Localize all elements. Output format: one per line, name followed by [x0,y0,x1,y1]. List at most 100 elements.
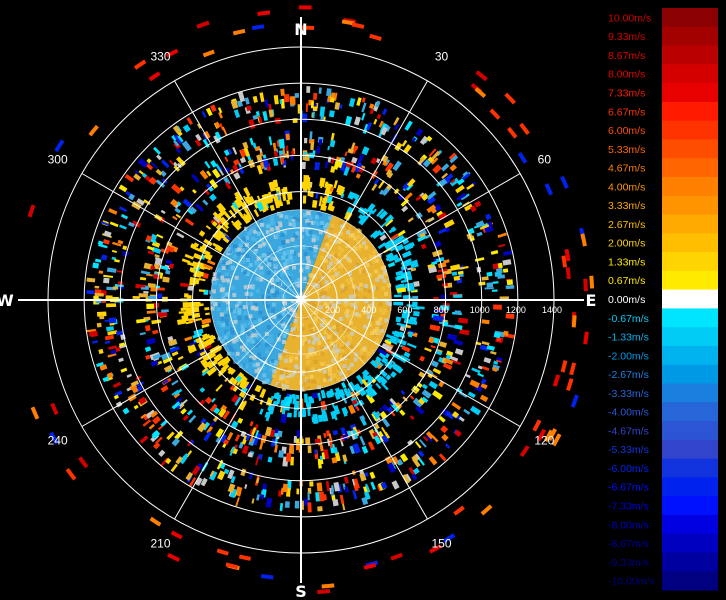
colorbar-label: 6.00m/s [608,125,645,137]
core-speckle [274,234,279,239]
clutter-cell [431,260,438,266]
clutter-cell [481,366,490,371]
clutter-cell [220,225,229,233]
core-speckle [354,352,359,357]
clutter-cell [462,171,469,177]
clutter-cell [464,203,474,212]
clutter-cell [435,350,443,356]
core-speckle [309,328,314,333]
clutter-cell [280,399,287,408]
clutter-cell [365,374,374,383]
range-tick-label: 200 [325,305,340,315]
core-speckle [274,263,279,268]
core-speckle [247,321,252,326]
clutter-cell [205,225,212,230]
core-speckle [346,366,351,371]
clutter-cell [426,196,436,205]
clutter-cell [352,442,361,454]
core-speckle [266,295,271,300]
core-speckle [347,316,352,321]
clutter-cell [85,328,96,333]
outer-return-cell [317,588,331,594]
clutter-cell [426,204,437,213]
core-speckle [356,240,361,245]
core-speckle [273,270,278,275]
core-speckle [225,306,230,311]
clutter-cell [394,123,400,131]
core-speckle [258,359,263,364]
outer-return-cell [78,456,89,469]
clutter-cell [201,333,209,340]
clutter-cell [139,435,149,444]
core-speckle [375,327,380,332]
core-speckle [315,283,320,288]
clutter-cell [245,209,252,219]
clutter-cell [110,349,117,355]
clutter-cell [182,414,190,422]
core-speckle [275,320,280,325]
core-speckle [345,244,350,249]
clutter-cell [324,181,329,189]
core-speckle [220,275,225,280]
clutter-cell [404,120,413,131]
clutter-cell [237,210,245,219]
outer-return-cell [544,183,554,196]
clutter-cell [304,181,308,187]
clutter-cell [336,185,346,196]
core-speckle [319,323,324,328]
clutter-cell [175,397,183,404]
core-speckle [253,333,258,338]
clutter-cell [156,293,163,299]
core-speckle [310,347,315,352]
core-speckle [365,262,370,267]
clutter-cell [132,296,140,299]
core-speckle [210,306,215,311]
clutter-cell [447,324,457,329]
core-speckle [287,275,292,280]
clutter-cell [288,444,295,454]
clutter-cell [146,310,156,314]
clutter-cell [397,458,404,466]
clutter-cell [440,163,450,172]
core-speckle [348,294,353,299]
clutter-cell [417,457,425,466]
outer-return-cell [480,504,493,516]
core-speckle [320,221,325,226]
clutter-cell [196,123,202,129]
clutter-cell [343,406,349,414]
core-speckle [326,284,331,289]
clutter-cell [458,317,469,324]
clutter-cell [89,331,99,338]
clutter-cell [396,287,407,293]
clutter-cell [381,356,389,365]
core-speckle [225,261,230,266]
clutter-cell [177,355,184,361]
clutter-cell [330,156,335,164]
clutter-cell [253,203,259,209]
core-speckle [349,362,354,367]
clutter-cell [280,88,285,97]
clutter-cell [340,193,345,199]
clutter-cell [469,379,481,389]
core-speckle [334,357,339,362]
core-speckle [249,355,254,360]
outer-return-cell [536,428,547,442]
core-speckle [246,338,251,343]
core-speckle [336,366,341,371]
clutter-cell [381,434,390,443]
core-speckle [318,271,323,276]
clutter-cell [282,483,288,493]
core-speckle [295,369,300,374]
clutter-cell [193,252,203,261]
clutter-cell [199,265,205,270]
clutter-cell [490,249,499,255]
core-speckle [323,314,328,319]
clutter-cell [438,380,445,388]
colorbar-label: -0.67m/s [608,313,649,325]
outer-return-cell [238,554,251,561]
core-speckle [235,306,240,311]
clutter-cell [331,494,336,501]
outer-return-cell [170,530,183,540]
core-speckle [338,317,343,322]
clutter-cell [174,207,181,214]
